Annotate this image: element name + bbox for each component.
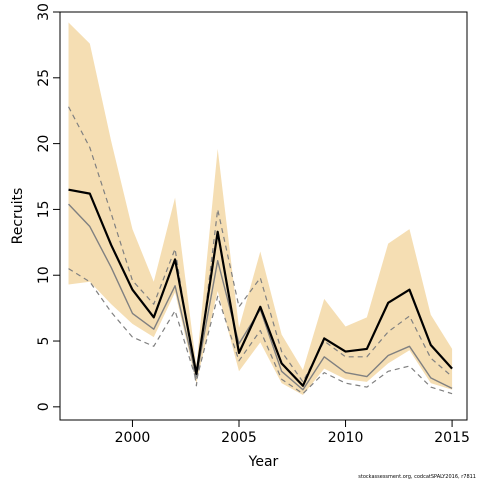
x-axis-title: Year (248, 454, 279, 470)
x-tick-label: 2000 (115, 430, 151, 446)
x-tick-label: 2005 (221, 430, 257, 446)
confidence-band (68, 22, 453, 395)
y-tick-label: 15 (36, 201, 52, 219)
plot-frame (59, 11, 468, 421)
source-footnote: stockassessment.org, codcatSPALY2016, r7… (358, 474, 476, 480)
y-tick-label: 10 (36, 266, 52, 284)
y-tick-label: 25 (36, 69, 52, 87)
y-tick-label: 0 (36, 402, 52, 411)
y-axis-title: Recruits (10, 188, 26, 245)
y-tick-label: 20 (36, 135, 52, 153)
confidence-band-layer (68, 22, 453, 395)
x-axis: 2000 2005 2010 2015 (115, 420, 470, 446)
y-axis: 0 5 10 15 20 25 30 (36, 3, 60, 411)
series-line-4 (68, 268, 453, 395)
y-tick-label: 5 (36, 337, 52, 346)
y-tick-label: 30 (36, 3, 52, 21)
x-tick-label: 2010 (328, 430, 364, 446)
series-layer (67, 106, 453, 395)
series-line-1 (68, 188, 453, 387)
x-tick-label: 2015 (434, 430, 470, 446)
